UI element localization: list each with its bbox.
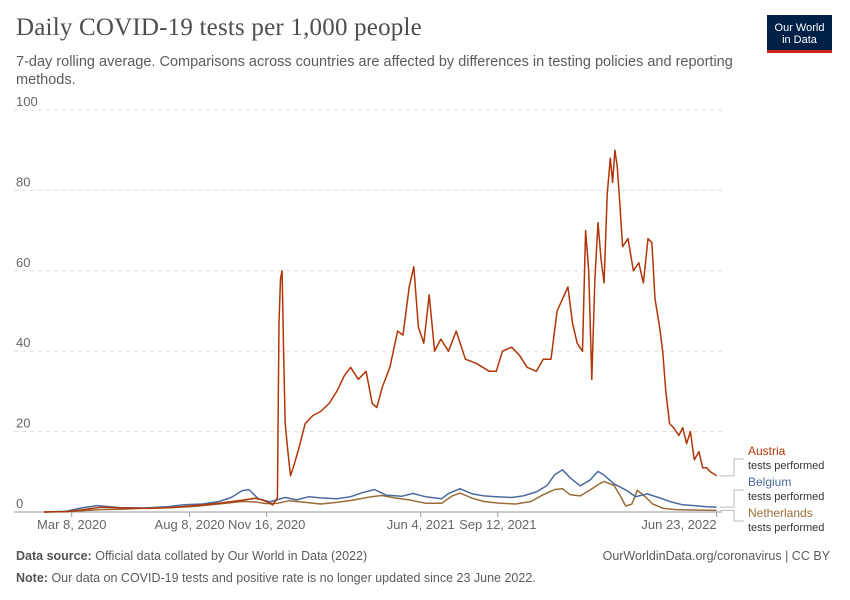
series-line-netherlands [43,480,717,513]
source-label: Data source: [16,549,92,563]
legend-sublabel-netherlands: tests performed [748,522,824,534]
legend-connector-austria [719,458,744,477]
legend-connector-netherlands [719,509,744,522]
y-axis-ticks: 0 20 40 60 80 100 [16,94,38,511]
x-tick-label-2: Nov 16, 2020 [228,517,305,532]
legend-label-austria: Austria [748,444,786,458]
source-text: Official data collated by Our World in D… [95,549,368,563]
gridlines [14,109,722,513]
chart-subtitle: 7-day rolling average. Comparisons acros… [16,54,733,88]
chart-title: Daily COVID-19 tests per 1,000 people [16,14,422,41]
y-tick-label-40: 40 [16,335,30,350]
series-line-austria [43,149,718,513]
x-tick-label-1: Aug 8, 2020 [155,517,225,532]
note-text: Our data on COVID-19 tests and positive … [51,571,536,585]
footer-source: Data source: Official data collated by O… [16,549,367,563]
x-tick-label-4: Sep 12, 2021 [459,517,536,532]
y-tick-label-0: 0 [16,496,23,511]
y-tick-label-60: 60 [16,255,30,270]
x-tick-label-0: Mar 8, 2020 [37,517,106,532]
y-tick-label-80: 80 [16,174,30,189]
legend-connector-belgium [719,489,744,508]
line-chart: 0 20 40 60 80 100 Mar 8, 2020 Aug 8, 2020 Nov 1… [14,94,824,534]
x-axis: Mar 8, 2020 Aug 8, 2020 Nov 16, 2020 Jun 4,… [37,512,718,532]
x-tick-label-3: Jun 4, 2021 [387,517,455,532]
y-tick-label-100: 100 [16,94,38,109]
footer-credit[interactable]: OurWorldinData.org/coronavirus | CC BY [602,549,830,563]
legend-label-netherlands: Netherlands [748,506,813,520]
series-line-belgium [43,469,717,513]
logo-line-2: in Data [782,34,817,46]
x-tick-label-5: Jun 23, 2022 [641,517,716,532]
legend-sublabel-belgium: tests performed [748,491,824,503]
y-tick-label-20: 20 [16,416,30,431]
legend: Austria tests performed Belgium tests perfo… [719,444,824,534]
owid-logo[interactable]: Our World in Data [767,15,832,53]
legend-sublabel-austria: tests performed [748,460,824,472]
legend-label-belgium: Belgium [748,475,791,489]
footer-note: Note: Our data on COVID-19 tests and pos… [16,571,536,585]
logo-line-1: Our World [774,22,825,34]
note-label: Note: [16,571,48,585]
series-lines [43,149,718,513]
